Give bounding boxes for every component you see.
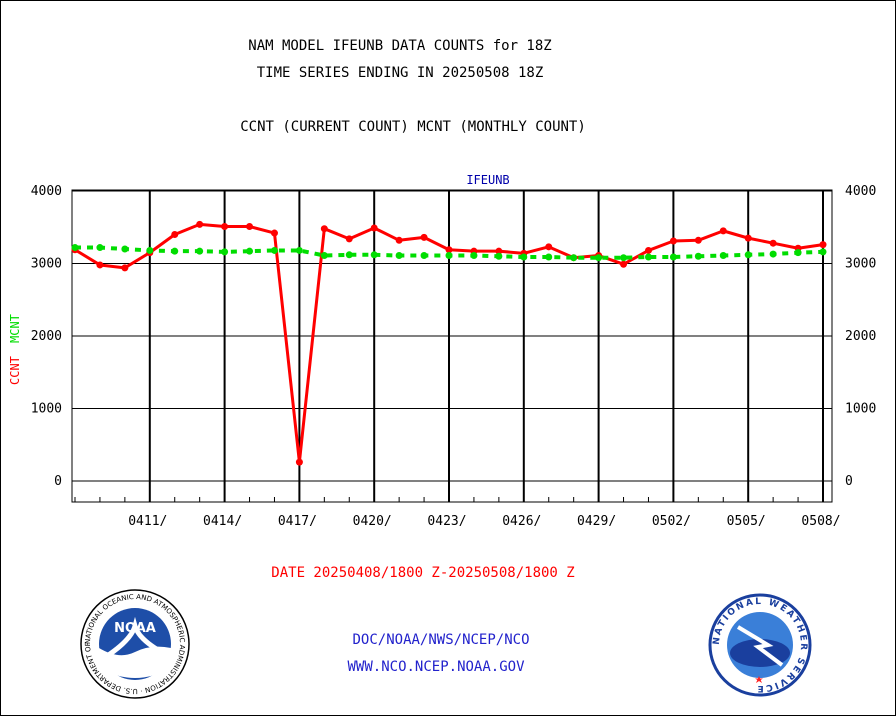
data-point-mcnt [221, 248, 229, 256]
data-point-ccnt [121, 264, 129, 272]
y-tick-label-right: 3000 [845, 257, 876, 272]
data-point-mcnt [96, 244, 104, 252]
noaa-logo-text: NOAA [114, 621, 156, 636]
chart-title-line2: TIME SERIES ENDING IN 20250508 18Z [256, 65, 544, 81]
data-point-mcnt [121, 245, 129, 253]
data-point-ccnt [171, 231, 179, 238]
x-tick-label: 0414/ [203, 514, 242, 529]
y-tick-label-left: 1000 [31, 402, 62, 417]
data-point-mcnt [595, 254, 603, 262]
data-point-mcnt [769, 250, 777, 258]
chart-subtitle: CCNT (CURRENT COUNT) MCNT (MONTHLY COUNT… [240, 119, 586, 135]
y-tick-label-right: 2000 [845, 329, 876, 344]
data-point-ccnt [744, 234, 752, 242]
data-point-mcnt [395, 252, 403, 260]
data-point-ccnt [620, 260, 628, 268]
data-point-mcnt [320, 252, 328, 260]
plot-area [71, 189, 833, 503]
data-point-ccnt [644, 246, 652, 254]
data-point-mcnt [71, 244, 79, 252]
data-point-mcnt [520, 253, 528, 261]
data-point-mcnt [644, 253, 652, 261]
plot-label: IFEUNB [466, 173, 509, 187]
data-point-mcnt [370, 251, 378, 259]
x-tick-label: 0429/ [577, 514, 616, 529]
data-point-mcnt [495, 252, 503, 260]
data-point-mcnt [146, 246, 154, 254]
data-point-mcnt [669, 253, 677, 261]
data-point-mcnt [270, 246, 278, 254]
data-point-ccnt [819, 241, 827, 249]
data-point-mcnt [620, 254, 628, 262]
y-axis-label-mcnt: MCNT [8, 314, 22, 343]
data-point-mcnt [445, 252, 453, 260]
data-point-ccnt [96, 261, 104, 269]
data-point-ccnt [270, 229, 278, 237]
y-axis-label-ccnt: CCNT [8, 356, 22, 385]
y-tick-label-right: 1000 [845, 402, 876, 417]
chart-title-line1: NAM MODEL IFEUNB DATA COUNTS for 18Z [248, 38, 552, 54]
data-point-ccnt [246, 223, 254, 231]
data-point-mcnt [570, 254, 578, 262]
data-point-ccnt [669, 237, 677, 245]
data-point-ccnt [395, 236, 403, 244]
org-path-label: DOC/NOAA/NWS/NCEP/NCO [352, 632, 530, 648]
data-point-mcnt [295, 246, 303, 254]
data-point-mcnt [420, 252, 428, 260]
x-tick-label: 0411/ [128, 514, 167, 529]
data-point-ccnt [370, 224, 378, 232]
data-point-mcnt [196, 247, 204, 255]
x-tick-label: 0423/ [427, 514, 466, 529]
data-point-mcnt [694, 252, 702, 260]
data-point-mcnt [794, 249, 802, 257]
data-point-mcnt [345, 251, 353, 259]
data-point-mcnt [819, 248, 827, 256]
data-point-ccnt [495, 247, 503, 255]
x-tick-label: 0508/ [801, 514, 840, 529]
data-point-ccnt [221, 223, 229, 231]
x-tick-label: 0426/ [502, 514, 541, 529]
data-point-ccnt [445, 246, 453, 254]
y-tick-label-right: 0 [845, 474, 853, 489]
data-point-mcnt [545, 253, 553, 261]
website-label: WWW.NCO.NCEP.NOAA.GOV [347, 659, 525, 675]
y-tick-label-left: 0 [54, 474, 62, 489]
data-point-ccnt [295, 458, 303, 466]
x-tick-label: 0420/ [353, 514, 392, 529]
noaa-logo: NATIONAL OCEANIC AND ATMOSPHERIC ADMINIS… [79, 588, 190, 699]
data-point-ccnt [320, 225, 328, 233]
nws-logo: NATIONAL WEATHER SERVICE [708, 593, 812, 697]
data-point-ccnt [694, 236, 702, 244]
data-point-mcnt [171, 247, 179, 255]
data-point-mcnt [744, 251, 752, 259]
data-point-ccnt [196, 220, 204, 228]
x-tick-label: 0502/ [652, 514, 691, 529]
y-tick-label-right: 4000 [845, 184, 876, 199]
data-point-mcnt [719, 252, 727, 260]
data-point-mcnt [246, 247, 254, 255]
x-tick-label: 0417/ [278, 514, 317, 529]
x-tick-label: 0505/ [727, 514, 766, 529]
data-point-ccnt [345, 235, 353, 243]
data-point-ccnt [719, 227, 727, 235]
date-range-label: DATE 20250408/1800 Z-20250508/1800 Z [271, 565, 575, 581]
data-point-ccnt [420, 233, 428, 241]
y-tick-label-left: 4000 [31, 184, 62, 199]
data-point-ccnt [769, 239, 777, 247]
y-tick-label-left: 2000 [31, 329, 62, 344]
data-point-ccnt [545, 243, 553, 251]
data-point-mcnt [470, 252, 478, 260]
y-tick-label-left: 3000 [31, 257, 62, 272]
